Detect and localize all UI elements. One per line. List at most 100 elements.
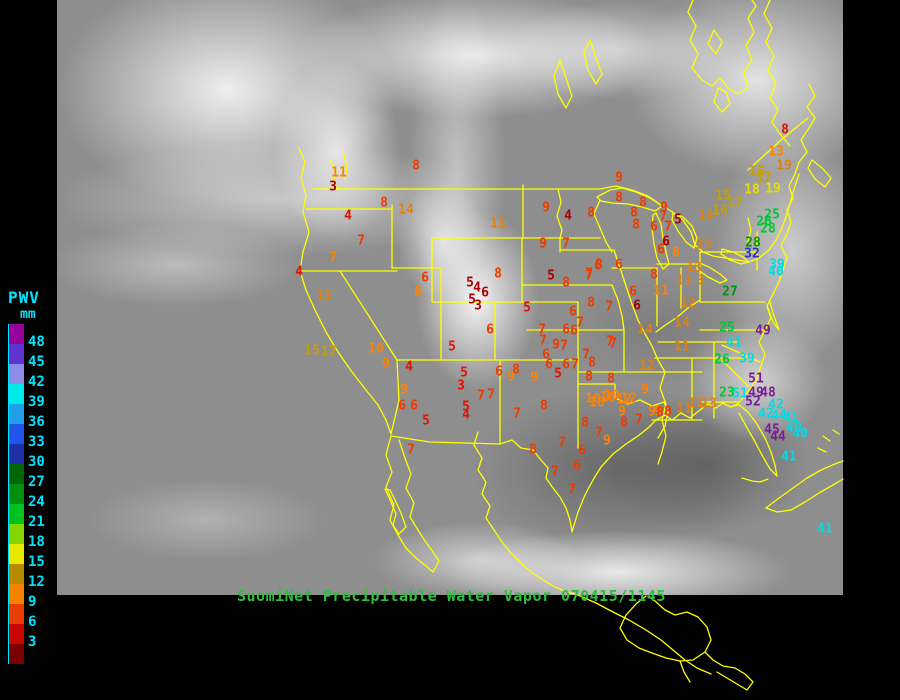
legend-entry: 36 xyxy=(9,404,45,430)
legend-color-scale: 48 45 42 39 36 33 30 27 24 21 18 15 12 9 6 3 xyxy=(8,324,45,664)
station-pwv-value: 6 xyxy=(633,298,641,314)
station-pwv-value: 44 xyxy=(771,408,787,424)
station-pwv-value: 32 xyxy=(744,246,760,262)
station-pwv-value: 7 xyxy=(635,412,643,428)
legend-swatch xyxy=(9,624,24,644)
station-pwv-value: 8 xyxy=(781,122,789,138)
station-pwv-value: 28 xyxy=(760,221,776,237)
station-pwv-value: 7 xyxy=(407,442,415,458)
legend-swatch xyxy=(9,644,24,664)
station-pwv-value: 6 xyxy=(398,398,406,414)
station-pwv-value: 8 xyxy=(615,190,623,206)
station-pwv-value: 10 xyxy=(600,390,616,406)
station-pwv-value: 8 xyxy=(494,266,502,282)
station-pwv-value: 9 xyxy=(648,404,656,420)
station-pwv-value: 9 xyxy=(542,200,550,216)
legend-swatch xyxy=(9,524,24,544)
station-pwv-value: 8 xyxy=(650,267,658,283)
station-pwv-value: 9 xyxy=(552,337,560,353)
station-pwv-value: 8 xyxy=(588,355,596,371)
station-pwv-value: 8 xyxy=(587,295,595,311)
station-pwv-value: 23 xyxy=(719,385,735,401)
legend-entry: 39 xyxy=(9,384,45,410)
legend-unit: mm xyxy=(20,307,36,322)
station-pwv-value: 9 xyxy=(660,200,668,216)
station-pwv-value: 41 xyxy=(726,335,742,351)
station-pwv-value: 11 xyxy=(331,165,347,181)
legend-label: 21 xyxy=(28,514,45,530)
legend-swatch xyxy=(9,604,24,624)
station-pwv-value: 8 xyxy=(620,415,628,431)
station-pwv-value: 8 xyxy=(562,275,570,291)
station-pwv-value: 6 xyxy=(410,398,418,414)
station-pwv-value: 9 xyxy=(382,356,390,372)
station-pwv-value: 8 xyxy=(587,205,595,221)
station-pwv-value: 6 xyxy=(594,258,602,274)
station-pwv-value: 9 xyxy=(400,382,408,398)
legend-swatch xyxy=(9,364,24,384)
legend-label: 9 xyxy=(28,594,37,610)
legend-label: 33 xyxy=(28,434,45,450)
station-pwv-value: 15 xyxy=(304,343,320,359)
legend-label: 12 xyxy=(28,574,45,590)
legend-entry: 33 xyxy=(9,424,45,450)
station-pwv-value: 6 xyxy=(545,357,553,373)
legend-label: 3 xyxy=(28,634,37,650)
station-pwv-value: 14 xyxy=(698,208,714,224)
legend-label: 48 xyxy=(28,334,45,350)
station-pwv-value: 7 xyxy=(513,406,521,422)
station-pwv-value: 26 xyxy=(756,214,772,230)
legend-label: 39 xyxy=(28,394,45,410)
legend-label: 45 xyxy=(28,354,45,370)
legend-label: 36 xyxy=(28,414,45,430)
station-pwv-value: 8 xyxy=(664,404,672,420)
station-pwv-value: 8 xyxy=(630,205,638,221)
station-pwv-value: 7 xyxy=(585,266,593,282)
legend-label: 30 xyxy=(28,454,45,470)
station-pwv-value: 12 xyxy=(621,391,637,407)
station-pwv-value: 5 xyxy=(466,275,474,291)
station-pwv-value: 25 xyxy=(719,320,735,336)
station-pwv-value: 8 xyxy=(412,158,420,174)
station-pwv-value: 6 xyxy=(562,322,570,338)
legend-entry: 6 xyxy=(9,604,45,630)
station-pwv-value: 5 xyxy=(554,366,562,382)
station-pwv-value: 6 xyxy=(562,357,570,373)
station-pwv-value: 6 xyxy=(629,284,637,300)
station-pwv-value: 8 xyxy=(595,257,603,273)
station-pwv-value: 42 xyxy=(758,406,774,422)
station-pwv-value: 41 xyxy=(781,449,797,465)
station-pwv-value: 19 xyxy=(765,181,781,197)
station-pwv-value: 6 xyxy=(615,257,623,273)
station-pwv-value: 7 xyxy=(605,299,613,315)
station-pwv-value: 27 xyxy=(722,284,738,300)
station-pwv-value: 9 xyxy=(507,369,515,385)
legend-title: PWV xyxy=(8,288,40,307)
station-pwv-value: 7 xyxy=(329,250,337,266)
station-pwv-value: 8 xyxy=(656,405,664,421)
legend-swatch xyxy=(9,324,24,344)
station-pwv-value: 49 xyxy=(748,385,764,401)
legend-swatch xyxy=(9,404,24,424)
station-pwv-value: 6 xyxy=(573,458,581,474)
station-pwv-value: 51 xyxy=(732,386,748,402)
station-pwv-value: 9 xyxy=(641,382,649,398)
map-border-lines xyxy=(298,0,844,691)
legend-entry: 18 xyxy=(9,524,45,550)
legend-swatch xyxy=(9,444,24,464)
station-pwv-value: 17 xyxy=(321,344,337,360)
station-pwv-value: 39 xyxy=(769,257,785,273)
station-pwv-value: 9 xyxy=(618,404,626,420)
station-pwv-value: 48 xyxy=(760,385,776,401)
station-pwv-value: 8 xyxy=(632,217,640,233)
station-pwv-value: 10 xyxy=(589,395,605,411)
station-pwv-value: 6 xyxy=(481,285,489,301)
legend-entry: 48 xyxy=(9,324,45,350)
station-pwv-value: 6 xyxy=(578,443,586,459)
legend-label: 27 xyxy=(28,474,45,490)
station-pwv-value: 19 xyxy=(776,158,792,174)
legend-entry xyxy=(9,644,45,664)
station-pwv-value: 5 xyxy=(462,399,470,415)
station-pwv-value: 4 xyxy=(462,407,470,423)
